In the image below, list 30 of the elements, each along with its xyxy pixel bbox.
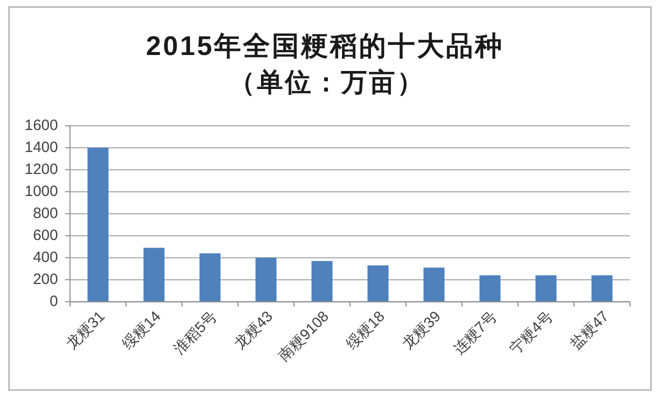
- x-tick-label: 龙粳39: [398, 308, 444, 353]
- bar: [368, 265, 388, 302]
- x-tick-label: 绥粳18: [342, 308, 388, 353]
- chart-subtitle: （单位：万亩）: [229, 67, 425, 97]
- x-tick-label: 龙粳31: [62, 308, 108, 353]
- y-tick-label: 1600: [24, 117, 58, 134]
- y-tick-label: 1400: [24, 139, 58, 156]
- chart-title: 2015年全国粳稻的十大品种: [146, 31, 504, 61]
- bar: [256, 258, 276, 302]
- bar: [592, 275, 612, 302]
- bar: [88, 148, 108, 302]
- y-tick-label: 200: [32, 271, 58, 288]
- x-tick-label: 宁粳4号: [506, 308, 556, 358]
- y-tick-label: 600: [32, 227, 58, 244]
- bar: [312, 261, 332, 302]
- bar: [424, 268, 444, 302]
- x-tick-label: 龙粳43: [230, 308, 276, 353]
- x-tick-label: 连粳7号: [450, 308, 500, 358]
- bar: [480, 275, 500, 302]
- y-tick-label: 0: [50, 293, 58, 310]
- x-tick-label: 淮稻5号: [170, 308, 220, 358]
- y-tick-label: 1000: [24, 183, 58, 200]
- y-tick-label: 1200: [24, 161, 58, 178]
- x-tick-label: 绥粳14: [118, 308, 164, 353]
- bar: [200, 253, 220, 302]
- bar: [144, 248, 164, 302]
- bar: [536, 275, 556, 302]
- y-tick-label: 400: [32, 249, 58, 266]
- x-tick-label: 盐粳47: [566, 308, 612, 353]
- y-tick-label: 800: [32, 205, 58, 222]
